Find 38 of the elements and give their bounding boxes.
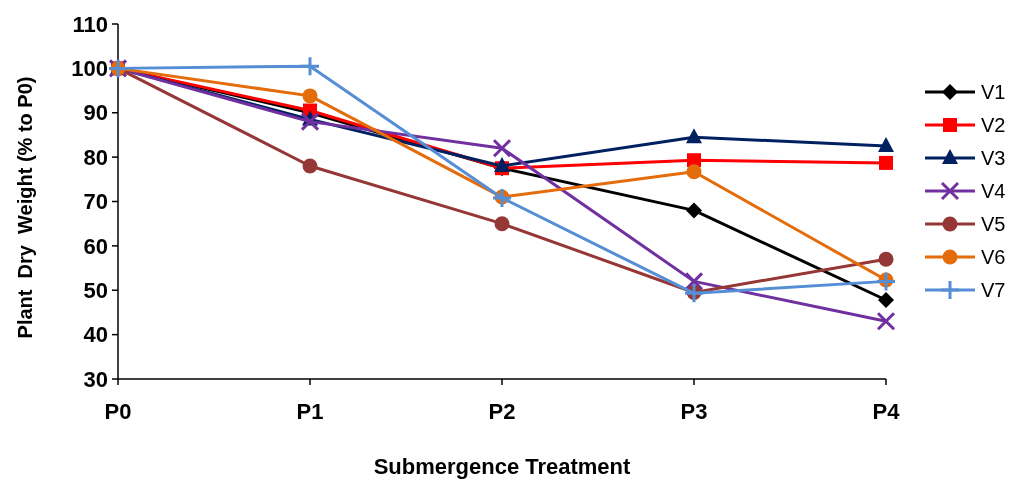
point bbox=[876, 311, 896, 331]
point bbox=[686, 128, 702, 144]
point bbox=[299, 55, 321, 77]
x-tick-label: P3 bbox=[680, 399, 708, 424]
y-tick-label: 50 bbox=[83, 277, 108, 303]
point bbox=[878, 292, 894, 309]
y-tick-label: 90 bbox=[83, 100, 108, 126]
point bbox=[494, 157, 510, 172]
point bbox=[300, 112, 320, 132]
y-axis-title: Plant Dry Weight (% to P0) bbox=[14, 76, 36, 339]
y-tick-label: 110 bbox=[72, 11, 108, 37]
y-tick-label: 100 bbox=[71, 56, 108, 82]
y-tick-label: 30 bbox=[83, 366, 108, 392]
y-tick-label: 40 bbox=[83, 322, 108, 348]
point bbox=[878, 251, 894, 267]
point bbox=[302, 88, 318, 104]
y-tick-label: 70 bbox=[83, 189, 108, 215]
point bbox=[878, 137, 894, 153]
point bbox=[686, 164, 702, 180]
legend-label: V2 bbox=[981, 114, 1006, 136]
legend-label: V7 bbox=[981, 279, 1006, 301]
point bbox=[302, 158, 318, 174]
x-tick-label: P0 bbox=[104, 399, 132, 424]
y-tick-label: 60 bbox=[83, 233, 108, 259]
legend-label: V3 bbox=[981, 147, 1006, 169]
x-tick-label: P1 bbox=[296, 399, 324, 424]
legend-label: V1 bbox=[981, 81, 1006, 103]
point bbox=[494, 216, 510, 232]
y-tick-label: 80 bbox=[83, 144, 108, 170]
point bbox=[686, 202, 702, 219]
x-tick-label: P4 bbox=[872, 399, 901, 424]
legend-label: V6 bbox=[981, 246, 1006, 268]
legend-label: V4 bbox=[981, 180, 1006, 202]
point bbox=[879, 155, 893, 170]
legend-label: V5 bbox=[981, 213, 1006, 235]
x-axis-title: Submergence Treatment bbox=[373, 454, 632, 479]
point bbox=[492, 138, 512, 158]
x-tick-label: P2 bbox=[488, 399, 516, 424]
